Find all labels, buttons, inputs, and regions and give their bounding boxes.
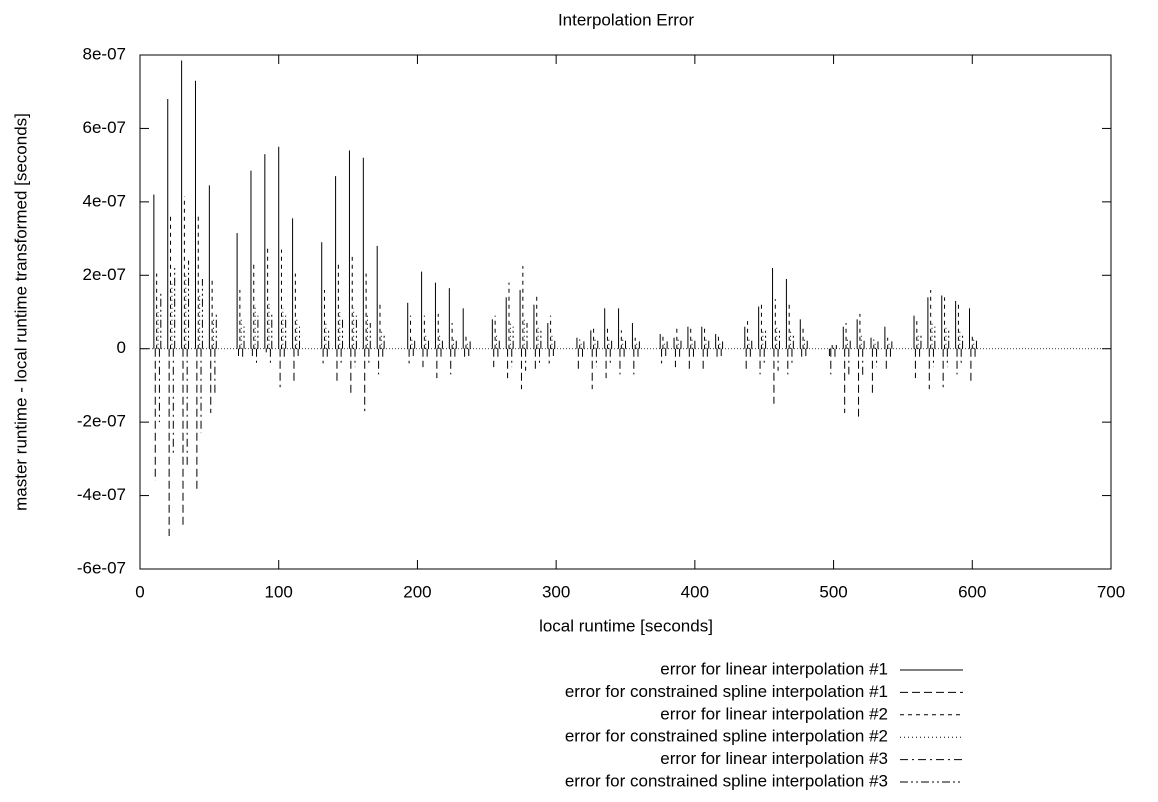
x-tick-label: 500: [819, 582, 847, 601]
y-tick-label: 4e-07: [83, 191, 126, 210]
x-tick-label: 700: [1097, 582, 1125, 601]
x-tick-label: 400: [681, 582, 709, 601]
y-tick-label: -4e-07: [77, 485, 126, 504]
legend-label: error for constrained spline interpolati…: [565, 771, 888, 790]
x-tick-label: 600: [958, 582, 986, 601]
legend-label: error for constrained spline interpolati…: [565, 727, 888, 746]
y-tick-label: 0: [117, 338, 126, 357]
legend-label: error for linear interpolation #1: [660, 659, 888, 678]
x-tick-label: 100: [265, 582, 293, 601]
x-axis-label: local runtime [seconds]: [539, 616, 713, 635]
y-tick-label: 8e-07: [83, 44, 126, 63]
y-tick-label: 6e-07: [83, 118, 126, 137]
plot-border: [139, 54, 1112, 570]
legend-label: error for linear interpolation #3: [660, 749, 888, 768]
legend-label: error for constrained spline interpolati…: [565, 682, 888, 701]
x-tick-label: 300: [542, 582, 570, 601]
y-tick-label: -2e-07: [77, 412, 126, 431]
y-tick-label: 2e-07: [83, 265, 126, 284]
legend-label: error for linear interpolation #2: [660, 704, 888, 723]
x-tick-label: 200: [403, 582, 431, 601]
chart-title: Interpolation Error: [558, 10, 694, 29]
y-axis-label: master runtime - local runtime transform…: [11, 113, 30, 511]
y-tick-label: -6e-07: [77, 558, 126, 577]
x-tick-label: 0: [135, 582, 144, 601]
